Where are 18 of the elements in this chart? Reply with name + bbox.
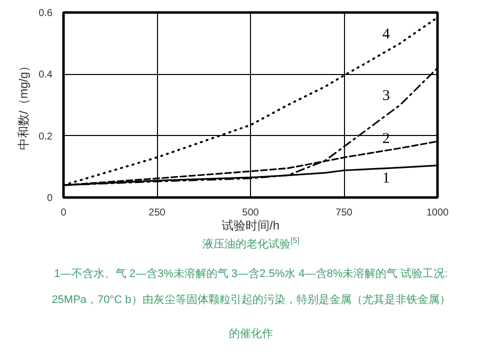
x-tick-label: 250 xyxy=(148,208,166,218)
x-tick-label: 750 xyxy=(336,208,353,218)
x-axis-title: 试验时间/h xyxy=(221,218,280,232)
x-tick-label: 0 xyxy=(60,208,67,218)
text: 的催化作 xyxy=(228,328,274,340)
text: 25MPa，70°C b）由灰尘等固体颗粒引起的污染，特别是金属（尤其是非铁金属） xyxy=(52,294,450,306)
y-axis-title: 中和数/（mg/g） xyxy=(16,60,31,150)
text: 液压油的老化试验$^{[5]}$ xyxy=(202,235,300,251)
series-label: 3 xyxy=(382,88,390,104)
y-tick-label: 0.6 xyxy=(38,8,53,19)
y-tick-label: 0.2 xyxy=(38,131,53,142)
x-tick-label: 500 xyxy=(242,208,260,218)
y-tick-label: 0.4 xyxy=(38,70,53,81)
x-tick-label: 1000 xyxy=(426,208,450,218)
series-label: 1 xyxy=(382,170,390,187)
y-tick-label: 0 xyxy=(46,193,53,204)
text: 1—不含水、气 2—含3%未溶解的气 3—含2.5%水 4—含8%未溶解的气 试验工况: xyxy=(53,268,449,280)
series-label: 4 xyxy=(382,26,390,42)
